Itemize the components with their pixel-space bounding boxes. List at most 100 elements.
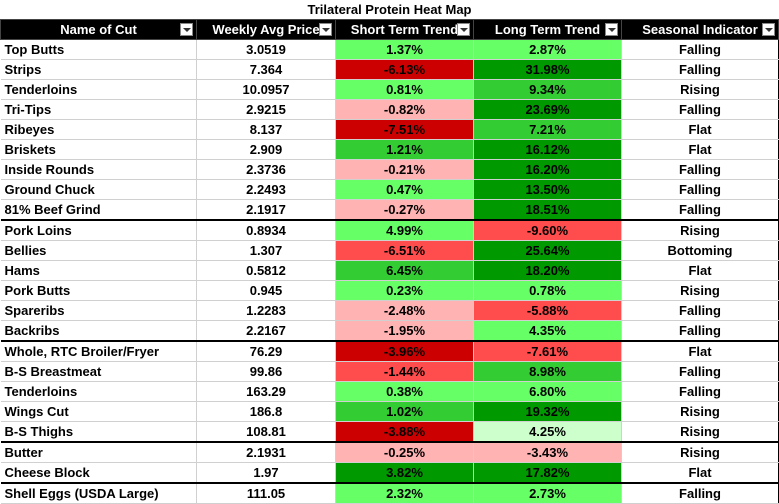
- long-trend-cell[interactable]: 19.32%: [473, 401, 622, 422]
- price-cell[interactable]: 0.5812: [196, 260, 336, 281]
- long-trend-cell[interactable]: 17.82%: [473, 462, 622, 484]
- price-cell[interactable]: 2.3736: [196, 159, 336, 180]
- price-cell[interactable]: 1.97: [196, 462, 336, 484]
- short-trend-cell[interactable]: -3.88%: [335, 421, 474, 443]
- seasonal-cell[interactable]: Rising: [621, 441, 779, 463]
- price-cell[interactable]: 8.137: [196, 119, 336, 140]
- seasonal-cell[interactable]: Rising: [621, 401, 779, 422]
- seasonal-cell[interactable]: Flat: [621, 462, 779, 484]
- long-trend-cell[interactable]: 18.51%: [473, 199, 622, 221]
- price-cell[interactable]: 99.86: [196, 361, 336, 382]
- price-cell[interactable]: 2.1931: [196, 441, 336, 463]
- short-trend-cell[interactable]: 0.23%: [335, 280, 474, 301]
- long-trend-cell[interactable]: 18.20%: [473, 260, 622, 281]
- price-cell[interactable]: 2.9215: [196, 99, 336, 120]
- price-cell[interactable]: 3.0519: [196, 39, 336, 60]
- cut-name-cell[interactable]: Pork Butts: [0, 280, 197, 301]
- seasonal-cell[interactable]: Rising: [621, 280, 779, 301]
- seasonal-cell[interactable]: Flat: [621, 340, 779, 362]
- price-cell[interactable]: 163.29: [196, 381, 336, 402]
- cut-name-cell[interactable]: Hams: [0, 260, 197, 281]
- cut-name-cell[interactable]: Tenderloins: [0, 79, 197, 100]
- cut-name-cell[interactable]: Pork Loins: [0, 219, 197, 241]
- price-cell[interactable]: 1.2283: [196, 300, 336, 321]
- seasonal-cell[interactable]: Flat: [621, 119, 779, 140]
- short-trend-cell[interactable]: -2.48%: [335, 300, 474, 321]
- filter-dropdown-icon[interactable]: [605, 23, 618, 36]
- price-cell[interactable]: 2.2493: [196, 179, 336, 200]
- seasonal-cell[interactable]: Falling: [621, 482, 779, 504]
- short-trend-cell[interactable]: -7.51%: [335, 119, 474, 140]
- short-trend-cell[interactable]: -0.21%: [335, 159, 474, 180]
- cut-name-cell[interactable]: Top Butts: [0, 39, 197, 60]
- seasonal-cell[interactable]: Falling: [621, 59, 779, 80]
- short-trend-cell[interactable]: -0.25%: [335, 441, 474, 463]
- price-cell[interactable]: 186.8: [196, 401, 336, 422]
- short-trend-cell[interactable]: 2.32%: [335, 482, 474, 504]
- price-cell[interactable]: 2.2167: [196, 320, 336, 342]
- cut-name-cell[interactable]: Spareribs: [0, 300, 197, 321]
- column-header-seasonal[interactable]: Seasonal Indicator: [621, 19, 779, 40]
- seasonal-cell[interactable]: Rising: [621, 79, 779, 100]
- price-cell[interactable]: 1.307: [196, 240, 336, 261]
- price-cell[interactable]: 2.909: [196, 139, 336, 160]
- long-trend-cell[interactable]: 7.21%: [473, 119, 622, 140]
- cut-name-cell[interactable]: Butter: [0, 441, 197, 463]
- short-trend-cell[interactable]: -3.96%: [335, 340, 474, 362]
- seasonal-cell[interactable]: Flat: [621, 139, 779, 160]
- long-trend-cell[interactable]: 4.35%: [473, 320, 622, 342]
- seasonal-cell[interactable]: Falling: [621, 159, 779, 180]
- short-trend-cell[interactable]: -6.13%: [335, 59, 474, 80]
- seasonal-cell[interactable]: Rising: [621, 219, 779, 241]
- long-trend-cell[interactable]: 9.34%: [473, 79, 622, 100]
- seasonal-cell[interactable]: Flat: [621, 260, 779, 281]
- seasonal-cell[interactable]: Bottoming: [621, 240, 779, 261]
- short-trend-cell[interactable]: 1.37%: [335, 39, 474, 60]
- short-trend-cell[interactable]: -6.51%: [335, 240, 474, 261]
- column-header-name[interactable]: Name of Cut: [0, 19, 197, 40]
- long-trend-cell[interactable]: 2.73%: [473, 482, 622, 504]
- seasonal-cell[interactable]: Falling: [621, 199, 779, 221]
- filter-dropdown-icon[interactable]: [180, 23, 193, 36]
- price-cell[interactable]: 0.945: [196, 280, 336, 301]
- short-trend-cell[interactable]: -1.95%: [335, 320, 474, 342]
- price-cell[interactable]: 76.29: [196, 340, 336, 362]
- column-header-long-trend[interactable]: Long Term Trend: [473, 19, 622, 40]
- filter-dropdown-icon[interactable]: [457, 23, 470, 36]
- cut-name-cell[interactable]: Briskets: [0, 139, 197, 160]
- long-trend-cell[interactable]: 8.98%: [473, 361, 622, 382]
- long-trend-cell[interactable]: 4.25%: [473, 421, 622, 443]
- long-trend-cell[interactable]: 25.64%: [473, 240, 622, 261]
- cut-name-cell[interactable]: Whole, RTC Broiler/Fryer: [0, 340, 197, 362]
- long-trend-cell[interactable]: 31.98%: [473, 59, 622, 80]
- seasonal-cell[interactable]: Falling: [621, 361, 779, 382]
- seasonal-cell[interactable]: Falling: [621, 381, 779, 402]
- cut-name-cell[interactable]: Tri-Tips: [0, 99, 197, 120]
- price-cell[interactable]: 108.81: [196, 421, 336, 443]
- price-cell[interactable]: 2.1917: [196, 199, 336, 221]
- short-trend-cell[interactable]: -1.44%: [335, 361, 474, 382]
- cut-name-cell[interactable]: Ribeyes: [0, 119, 197, 140]
- long-trend-cell[interactable]: -9.60%: [473, 219, 622, 241]
- cut-name-cell[interactable]: Ground Chuck: [0, 179, 197, 200]
- seasonal-cell[interactable]: Rising: [621, 421, 779, 443]
- cut-name-cell[interactable]: Strips: [0, 59, 197, 80]
- long-trend-cell[interactable]: 16.12%: [473, 139, 622, 160]
- short-trend-cell[interactable]: 1.02%: [335, 401, 474, 422]
- cut-name-cell[interactable]: Shell Eggs (USDA Large): [0, 482, 197, 504]
- price-cell[interactable]: 10.0957: [196, 79, 336, 100]
- short-trend-cell[interactable]: 0.81%: [335, 79, 474, 100]
- short-trend-cell[interactable]: 6.45%: [335, 260, 474, 281]
- long-trend-cell[interactable]: 16.20%: [473, 159, 622, 180]
- filter-dropdown-icon[interactable]: [319, 23, 332, 36]
- column-header-short-trend[interactable]: Short Term Trend: [335, 19, 474, 40]
- long-trend-cell[interactable]: -7.61%: [473, 340, 622, 362]
- cut-name-cell[interactable]: Bellies: [0, 240, 197, 261]
- column-header-price[interactable]: Weekly Avg Price: [196, 19, 336, 40]
- short-trend-cell[interactable]: 3.82%: [335, 462, 474, 484]
- filter-dropdown-icon[interactable]: [762, 23, 775, 36]
- seasonal-cell[interactable]: Falling: [621, 300, 779, 321]
- long-trend-cell[interactable]: 0.78%: [473, 280, 622, 301]
- seasonal-cell[interactable]: Falling: [621, 39, 779, 60]
- long-trend-cell[interactable]: 13.50%: [473, 179, 622, 200]
